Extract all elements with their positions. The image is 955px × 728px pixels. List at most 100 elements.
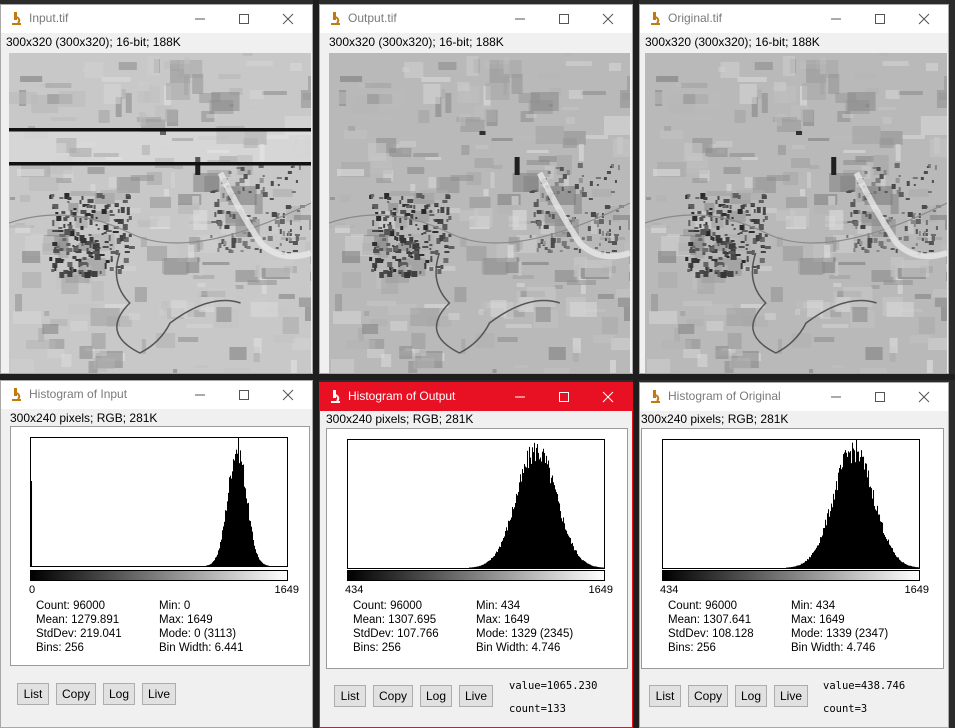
histogram-bar <box>850 451 852 568</box>
histogram-bar <box>209 564 211 566</box>
image-canvas[interactable] <box>9 53 311 373</box>
maximize-button[interactable] <box>542 7 586 31</box>
histogram-bar <box>811 555 813 568</box>
histogram-bar <box>499 546 501 568</box>
copy-button[interactable]: Copy <box>373 685 413 707</box>
minimize-button[interactable] <box>814 385 858 409</box>
close-icon <box>602 391 614 403</box>
close-button[interactable] <box>586 385 630 409</box>
maximize-icon <box>875 392 885 402</box>
histogram-bar <box>904 563 906 568</box>
histogram-bar <box>219 548 221 566</box>
histogram-bar <box>226 510 228 566</box>
histogram-input-window[interactable]: Histogram of Input 300x240 pixels; RGB; … <box>0 380 313 728</box>
stat-binwidth: Bin Width: 6.441 <box>159 642 244 654</box>
histogram-bar <box>243 464 245 566</box>
histogram-bar <box>472 567 474 568</box>
histogram-bar <box>557 494 559 568</box>
histogram-bar <box>856 440 858 568</box>
histogram-canvas[interactable]: 434 1649 Count: 96000 Mean: 1307.695 Std… <box>326 428 628 669</box>
stat-mean: Mean: 1307.695 <box>353 614 437 626</box>
histogram-bar <box>233 459 235 566</box>
maximize-button[interactable] <box>542 385 586 409</box>
minimize-button[interactable] <box>498 385 542 409</box>
histogram-bar <box>253 540 255 566</box>
histogram-bar <box>525 466 527 568</box>
histogram-bar <box>588 563 590 568</box>
histogram-bar <box>846 452 848 568</box>
title-bar[interactable]: Original.tif <box>640 5 948 33</box>
minimize-button[interactable] <box>178 383 222 407</box>
histogram-bar <box>227 501 229 566</box>
histogram-bar <box>796 565 798 568</box>
maximize-button[interactable] <box>858 385 902 409</box>
histogram-bar <box>577 554 579 568</box>
histogram-bar <box>908 565 910 568</box>
histogram-output-window[interactable]: Histogram of Output 300x240 pixels; RGB;… <box>319 382 633 728</box>
histogram-canvas[interactable]: 0 1649 Count: 96000 Mean: 1279.891 StdDe… <box>10 426 310 666</box>
histogram-info: 300x240 pixels; RGB; 281K <box>326 412 474 426</box>
input-image-window[interactable]: Input.tif 300x320 (300x320); 16-bit; 188… <box>0 4 313 374</box>
histogram-bar <box>566 530 568 568</box>
histogram-bar <box>223 526 225 566</box>
histogram-bar <box>256 552 258 566</box>
histogram-original-window[interactable]: Histogram of Original 300x240 pixels; RG… <box>639 382 949 728</box>
histogram-bar <box>900 560 902 568</box>
maximize-button[interactable] <box>222 7 266 31</box>
histogram-bar <box>245 488 247 566</box>
title-bar[interactable]: Output.tif <box>320 5 632 33</box>
close-button[interactable] <box>902 7 946 31</box>
title-bar[interactable]: Histogram of Input <box>1 381 312 409</box>
maximize-icon <box>239 14 249 24</box>
histogram-bar <box>498 548 500 568</box>
histogram-bar <box>793 566 795 568</box>
log-button[interactable]: Log <box>735 685 767 707</box>
histogram-bar <box>543 448 545 568</box>
lut-min-label: 434 <box>345 584 364 596</box>
image-canvas[interactable] <box>329 53 630 373</box>
histogram-bar <box>537 444 539 568</box>
histogram-bar <box>473 567 475 568</box>
maximize-button[interactable] <box>222 383 266 407</box>
histogram-bar <box>211 563 213 566</box>
close-button[interactable] <box>266 7 310 31</box>
close-button[interactable] <box>586 7 630 31</box>
histogram-bar <box>879 514 881 568</box>
histogram-bar <box>541 461 543 568</box>
histogram-bar <box>241 461 243 566</box>
list-button[interactable]: List <box>17 683 49 705</box>
minimize-button[interactable] <box>498 7 542 31</box>
histogram-bar <box>252 531 254 566</box>
live-button[interactable]: Live <box>142 683 176 705</box>
copy-button[interactable]: Copy <box>688 685 728 707</box>
minimize-button[interactable] <box>178 7 222 31</box>
list-button[interactable]: List <box>649 685 681 707</box>
histogram-bar <box>817 545 819 568</box>
histogram-bar <box>581 559 583 568</box>
log-button[interactable]: Log <box>103 683 135 705</box>
title-bar[interactable]: Histogram of Output <box>320 383 632 411</box>
minimize-button[interactable] <box>814 7 858 31</box>
close-button[interactable] <box>266 383 310 407</box>
original-image-window[interactable]: Original.tif 300x320 (300x320); 16-bit; … <box>639 4 949 374</box>
log-button[interactable]: Log <box>420 685 452 707</box>
list-button[interactable]: List <box>334 685 366 707</box>
maximize-icon <box>559 14 569 24</box>
histogram-bar <box>855 462 857 568</box>
imagej-microscope-icon <box>651 12 660 25</box>
title-bar[interactable]: Histogram of Original <box>640 383 948 411</box>
live-button[interactable]: Live <box>774 685 808 707</box>
histogram-bar <box>212 562 214 566</box>
histogram-bar <box>535 461 537 568</box>
copy-button[interactable]: Copy <box>56 683 96 705</box>
stat-count: Count: 96000 <box>36 600 106 612</box>
output-image-window[interactable]: Output.tif 300x320 (300x320); 16-bit; 18… <box>319 4 633 374</box>
close-button[interactable] <box>902 385 946 409</box>
live-button[interactable]: Live <box>459 685 493 707</box>
histogram-bar <box>809 556 811 568</box>
histogram-canvas[interactable]: 434 1649 Count: 96000 Mean: 1307.641 Std… <box>641 428 944 669</box>
maximize-button[interactable] <box>858 7 902 31</box>
histogram-bar <box>911 566 913 568</box>
title-bar[interactable]: Input.tif <box>1 5 312 33</box>
image-canvas[interactable] <box>645 53 947 373</box>
